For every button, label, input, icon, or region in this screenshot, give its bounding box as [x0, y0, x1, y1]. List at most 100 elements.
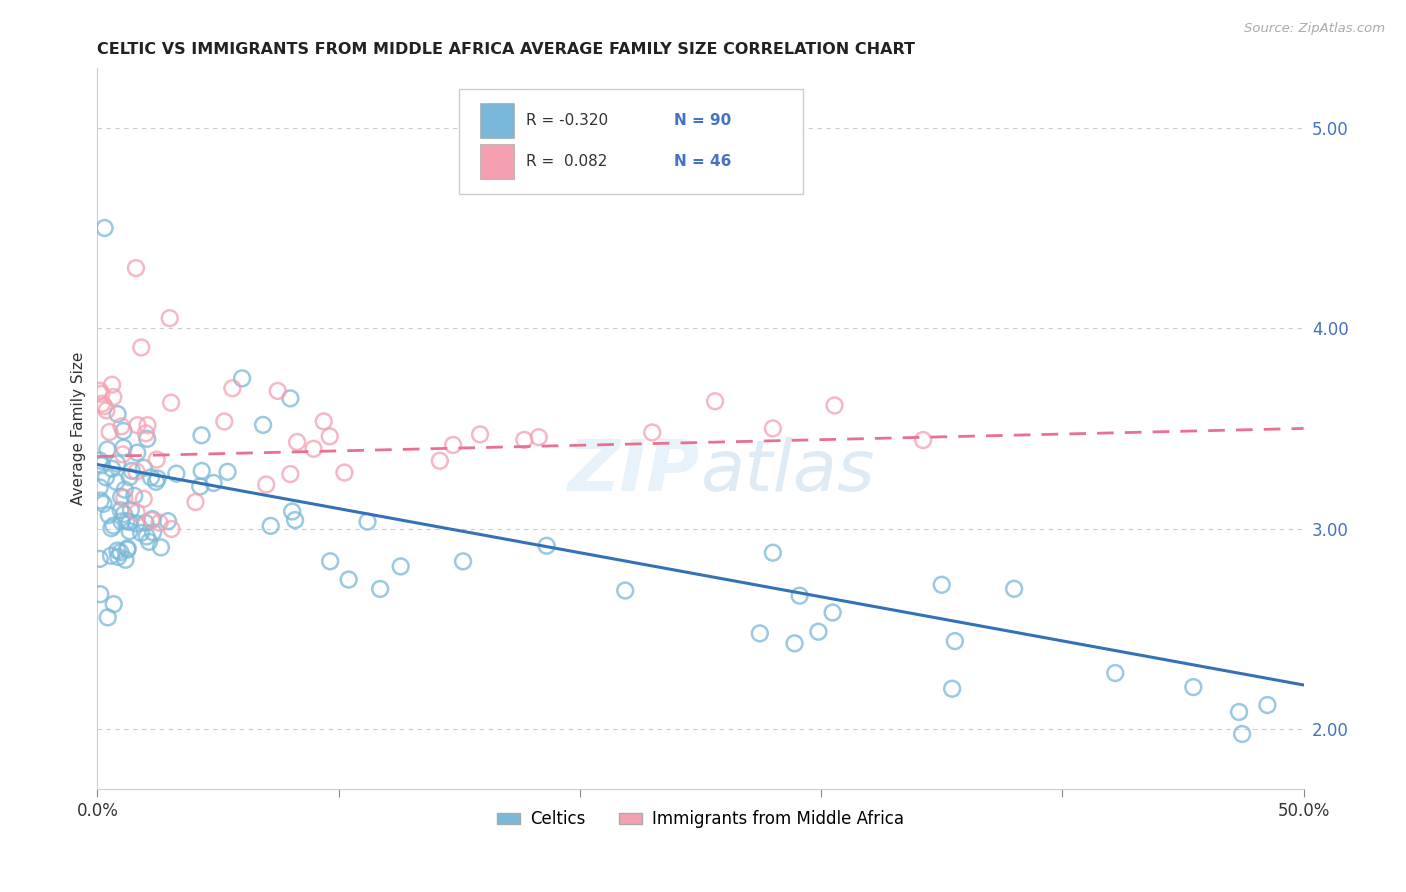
Point: [89, 480, 111, 494]
Point: [135, 529, 157, 543]
Point: [188, 479, 211, 493]
Point: [103, 390, 125, 404]
Point: [90, 458, 112, 473]
Point: [100, 521, 122, 535]
Point: [1002, 582, 1025, 596]
Point: [93, 399, 115, 413]
Point: [105, 475, 128, 489]
Point: [91, 397, 114, 411]
Point: [117, 542, 139, 557]
Point: [107, 407, 129, 421]
Point: [762, 546, 785, 560]
Point: [159, 311, 181, 326]
Point: [943, 634, 966, 648]
Point: [100, 549, 122, 563]
Point: [1104, 666, 1126, 681]
Point: [135, 426, 157, 441]
Point: [165, 467, 187, 481]
Point: [260, 519, 283, 533]
Text: ZIP: ZIP: [568, 437, 700, 507]
Point: [93, 497, 115, 511]
Point: [96, 442, 118, 457]
Text: atlas: atlas: [700, 437, 875, 507]
FancyBboxPatch shape: [479, 145, 513, 178]
Point: [134, 516, 156, 530]
Point: [748, 626, 770, 640]
Point: [319, 554, 342, 568]
Point: [96, 403, 118, 417]
Point: [122, 489, 145, 503]
Point: [389, 559, 412, 574]
Point: [94, 470, 117, 484]
Point: [114, 553, 136, 567]
Point: [941, 681, 963, 696]
Point: [112, 441, 135, 455]
Point: [139, 470, 162, 484]
Point: [110, 419, 132, 434]
Point: [319, 429, 342, 443]
Text: N = 46: N = 46: [673, 154, 731, 169]
Point: [101, 377, 124, 392]
Point: [129, 525, 152, 540]
Point: [112, 507, 135, 521]
Point: [356, 515, 378, 529]
Point: [231, 371, 253, 385]
Point: [536, 539, 558, 553]
Point: [145, 452, 167, 467]
Point: [103, 518, 125, 533]
Point: [101, 462, 124, 476]
Point: [280, 392, 302, 406]
Point: [110, 515, 132, 529]
Point: [89, 587, 111, 601]
Point: [118, 515, 141, 529]
Point: [145, 475, 167, 489]
Point: [103, 597, 125, 611]
Point: [89, 453, 111, 467]
Point: [97, 610, 120, 624]
Point: [931, 578, 953, 592]
Point: [117, 541, 139, 556]
Point: [110, 545, 132, 559]
Point: [1230, 727, 1253, 741]
Point: [807, 624, 830, 639]
Point: [110, 490, 132, 504]
Point: [252, 417, 274, 432]
Point: [118, 470, 141, 484]
Point: [97, 508, 120, 522]
Text: N = 90: N = 90: [673, 112, 731, 128]
Point: [146, 471, 169, 485]
Point: [160, 522, 183, 536]
Point: [912, 433, 935, 447]
Point: [136, 432, 159, 446]
Point: [1256, 698, 1278, 712]
Point: [157, 514, 180, 528]
Point: [138, 534, 160, 549]
Point: [789, 589, 811, 603]
Point: [202, 475, 225, 490]
Point: [115, 514, 138, 528]
Point: [136, 418, 159, 433]
Point: [441, 438, 464, 452]
Text: CELTIC VS IMMIGRANTS FROM MIDDLE AFRICA AVERAGE FAMILY SIZE CORRELATION CHART: CELTIC VS IMMIGRANTS FROM MIDDLE AFRICA …: [97, 42, 915, 57]
Point: [114, 483, 136, 497]
Point: [120, 503, 142, 517]
Point: [132, 461, 155, 475]
Point: [125, 506, 148, 520]
Point: [333, 466, 356, 480]
Point: [111, 447, 134, 461]
Point: [141, 512, 163, 526]
Point: [190, 428, 212, 442]
Point: [110, 503, 132, 517]
Point: [302, 442, 325, 456]
Point: [107, 543, 129, 558]
Point: [429, 454, 451, 468]
Point: [121, 464, 143, 478]
Point: [254, 477, 277, 491]
Point: [513, 433, 536, 447]
Point: [125, 261, 148, 276]
Point: [107, 549, 129, 564]
Point: [184, 495, 207, 509]
Point: [90, 386, 112, 401]
Point: [148, 516, 170, 530]
Point: [149, 541, 172, 555]
